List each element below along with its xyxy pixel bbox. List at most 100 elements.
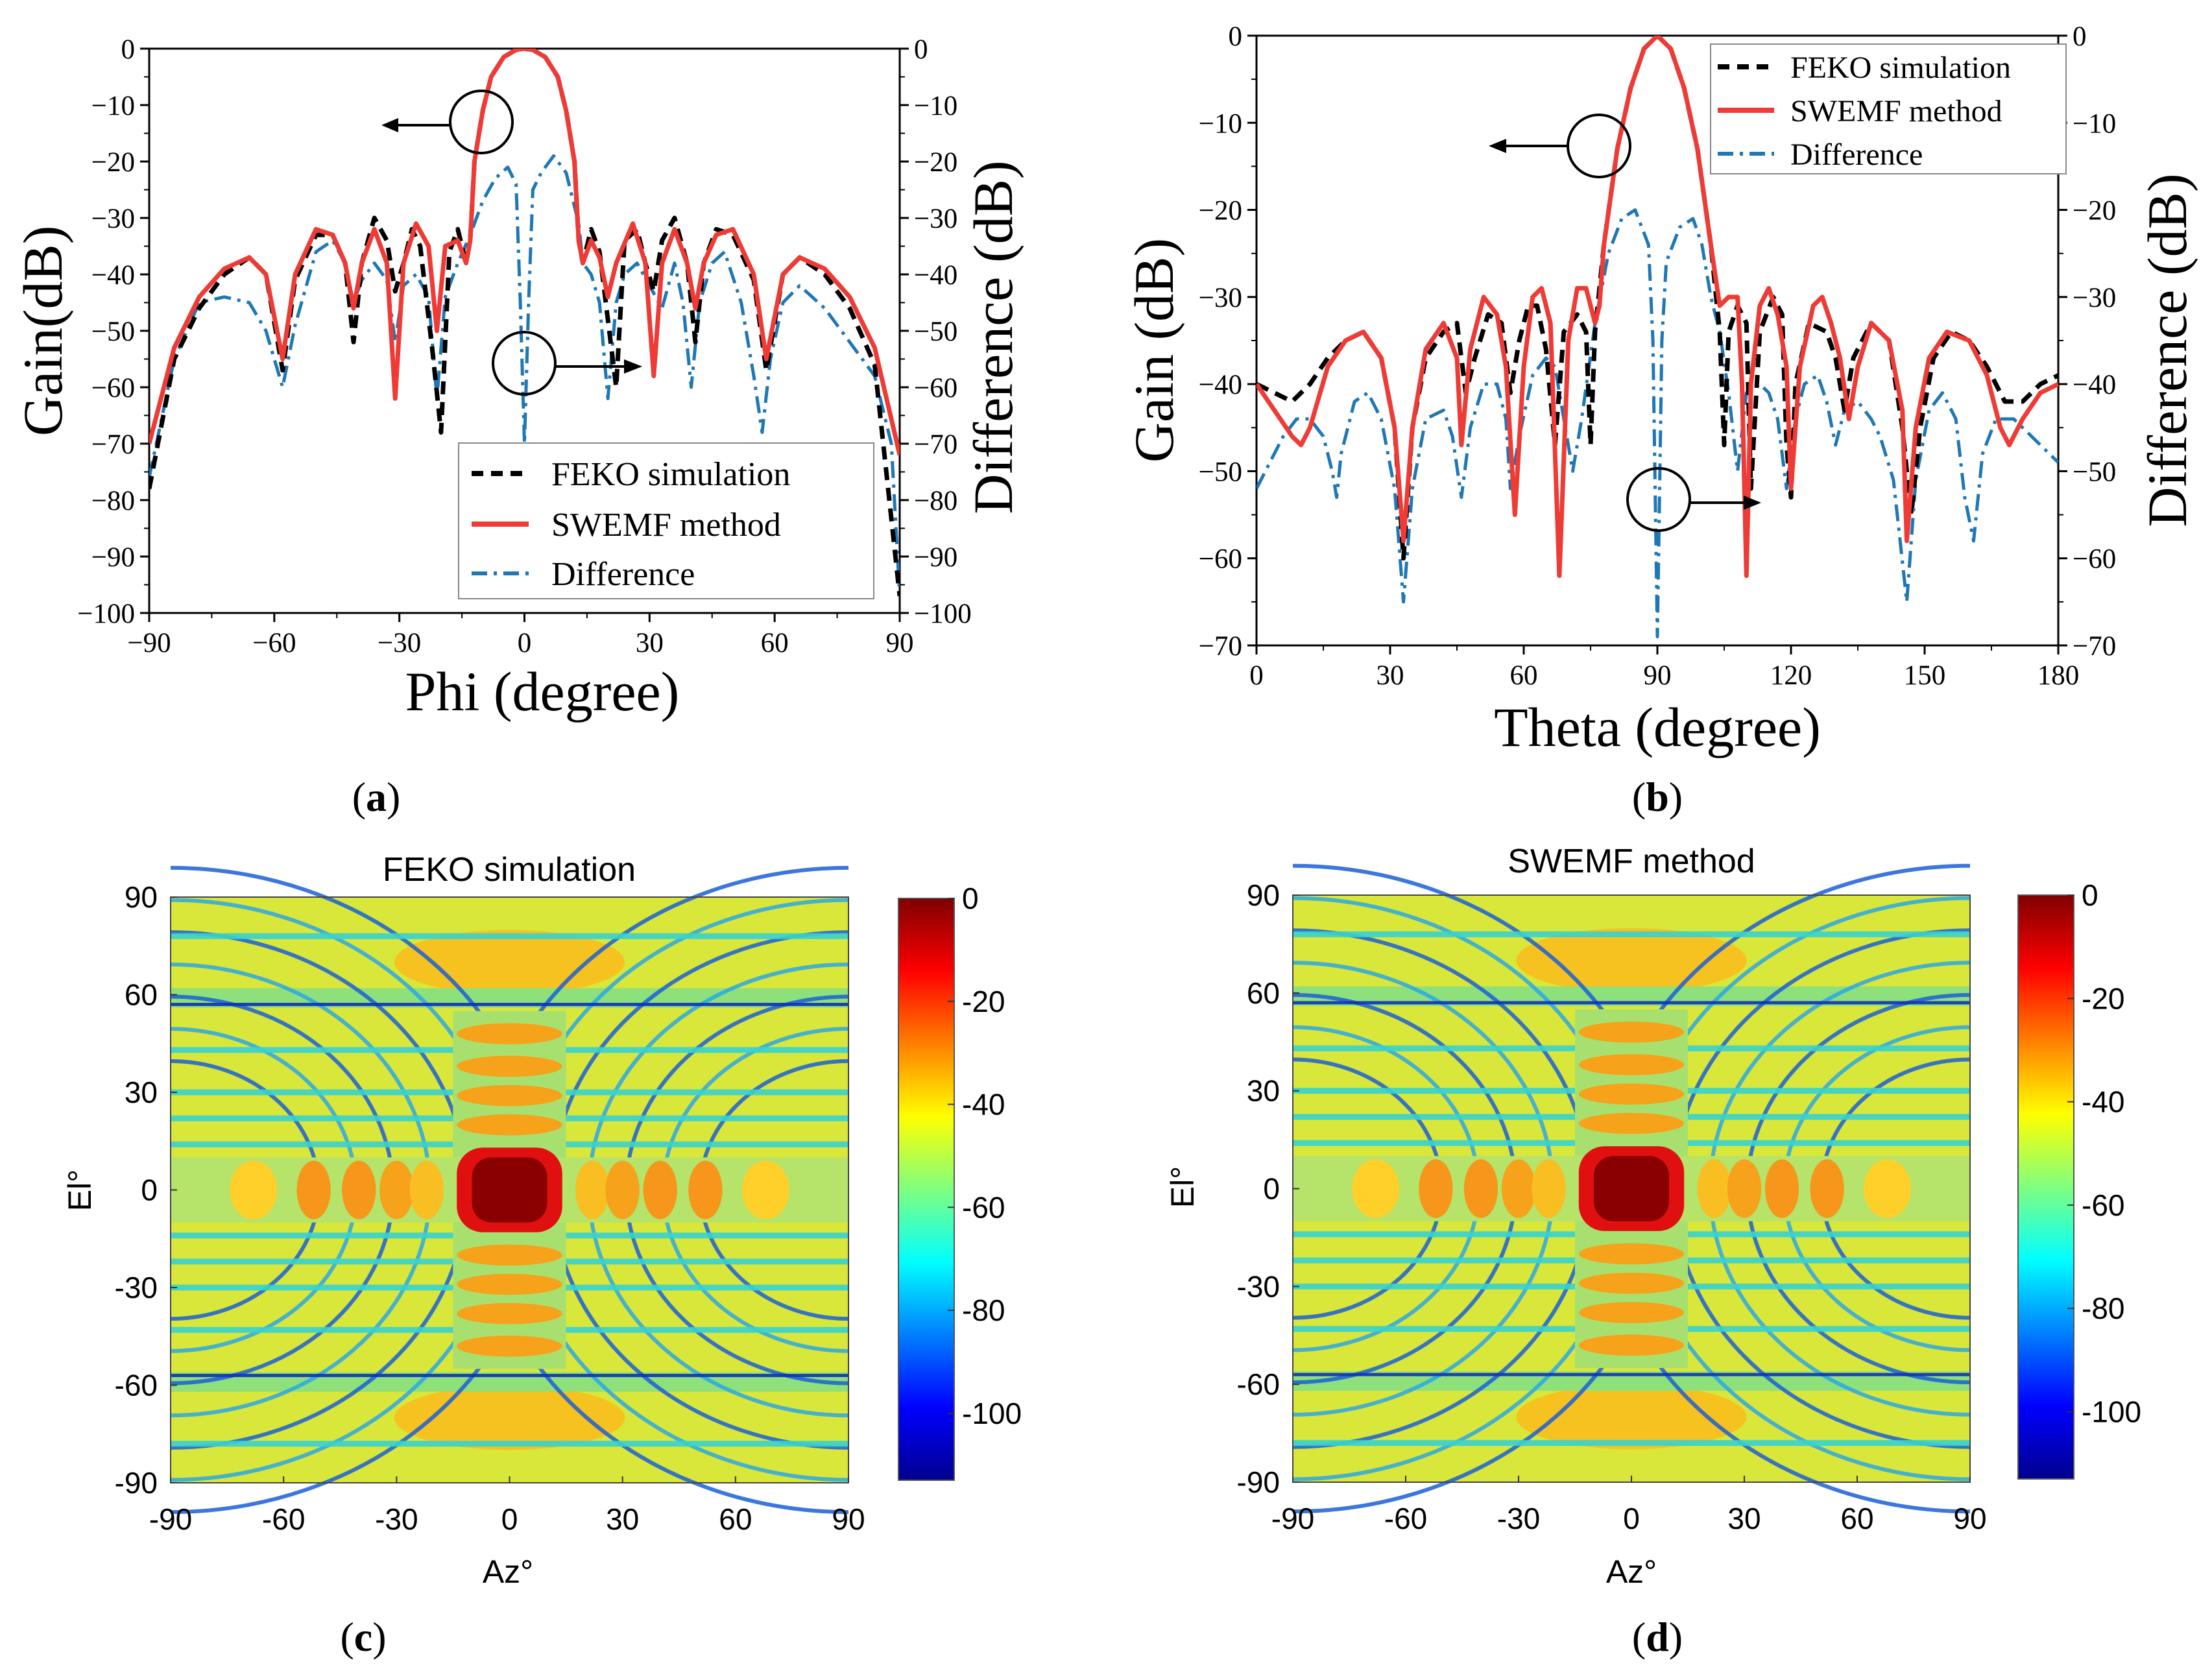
heatmap-lobe — [394, 930, 625, 994]
x-tick-label: 0 — [1623, 1502, 1640, 1535]
row-sidelobe — [605, 1160, 640, 1219]
annotation-circle — [492, 331, 557, 396]
colorbar-ticks: 0 -20 -40 -60 -80 -100 — [948, 882, 1022, 1430]
row-sidelobe — [409, 1160, 444, 1219]
panel-label-d: (d) — [1632, 1614, 1683, 1660]
y-tick-label: −80 — [91, 486, 135, 516]
heatmap-title: SWEMF method — [1508, 843, 1755, 880]
annotation-circle — [1567, 114, 1631, 178]
central-sidelobe — [457, 1085, 562, 1107]
y2-tick-label: 0 — [2073, 21, 2087, 52]
central-sidelobe — [1578, 1334, 1685, 1356]
colorbar-tick-label: -80 — [2082, 1291, 2124, 1325]
y2-tick-label: −30 — [914, 204, 957, 234]
x-tick-label: 90 — [1953, 1502, 1986, 1535]
x-tick-label: -60 — [262, 1502, 305, 1536]
y2-tick-label: −70 — [2073, 631, 2116, 662]
x-tick-label: −60 — [252, 628, 296, 658]
x-tick-label: 90 — [832, 1502, 865, 1536]
colorbar-tick-label: -60 — [962, 1190, 1005, 1224]
row-sidelobe — [1810, 1159, 1844, 1218]
central-sidelobe — [1578, 1112, 1685, 1134]
y-axis-title: Gain(dB) — [12, 226, 74, 437]
y-tick-label: 60 — [125, 978, 158, 1012]
y-tick-label: 90 — [125, 880, 158, 914]
x-tick-label: −30 — [378, 628, 421, 658]
y-tick-label: -90 — [115, 1466, 158, 1500]
y-tick-label: 0 — [1263, 1172, 1280, 1206]
y2-tick-label: −80 — [914, 486, 957, 516]
row-sidelobe — [1352, 1159, 1400, 1218]
central-sidelobe — [1578, 1302, 1685, 1323]
row-sidelobe — [1697, 1159, 1731, 1218]
heatmap-lobe — [394, 1386, 625, 1450]
row-sidelobe — [688, 1160, 723, 1219]
y2-tick-label: −60 — [2073, 544, 2116, 575]
central-sidelobe — [457, 1114, 562, 1136]
x-tick-label: −90 — [127, 628, 171, 658]
x-tick-label: 30 — [1376, 660, 1404, 691]
x-axis-title: Az° — [1606, 1554, 1657, 1590]
x-tick-label: 0 — [501, 1502, 518, 1536]
chart-a: −90 −60 −30 0 30 60 90 0 0 −10 −10 −20 −20 −30 −30 −40 −… — [12, 34, 1024, 820]
heatmap-lobe — [1516, 1384, 1747, 1450]
y2-tick-label: −30 — [2073, 283, 2116, 313]
central-sidelobe — [1578, 1243, 1685, 1265]
annotation-left-axis-marker — [381, 90, 514, 154]
main-lobe-core — [1594, 1156, 1669, 1221]
arrow-left-icon — [1489, 139, 1506, 153]
y-tick-label: 30 — [1247, 1074, 1280, 1108]
central-sidelobe — [457, 1273, 562, 1295]
y2-tick-label: −70 — [914, 429, 957, 460]
legend-label-difference: Difference — [551, 556, 695, 593]
central-sidelobe — [457, 1055, 562, 1077]
row-sidelobe — [1501, 1159, 1536, 1218]
x-axis-title: Theta (degree) — [1494, 696, 1821, 758]
colorbar — [2017, 894, 2074, 1480]
y-tick-label: -60 — [115, 1369, 158, 1402]
x-tick-label: 180 — [2038, 660, 2080, 691]
y-tick-label: 90 — [1247, 878, 1280, 912]
x-tick-label: 60 — [1510, 660, 1538, 691]
series-line-difference — [1256, 208, 2058, 639]
y-tick-label: 0 — [141, 1173, 158, 1207]
legend: FEKO simulation SWEMF method Difference — [1710, 43, 2067, 174]
colorbar-tick-label: 0 — [2082, 878, 2098, 912]
legend-label-swemf: SWEMF method — [551, 507, 781, 544]
x-tick-label: -90 — [1271, 1502, 1314, 1535]
panel-label-a: (a) — [352, 774, 401, 820]
series-lines — [1256, 36, 2058, 639]
heatmap-title: FEKO simulation — [383, 851, 636, 889]
y-tick-label: −60 — [1199, 544, 1242, 575]
x-tick-label: 90 — [886, 628, 914, 658]
y-tick-label: −20 — [1199, 196, 1242, 226]
y2-tick-label: −50 — [914, 317, 957, 347]
row-sidelobe — [296, 1160, 331, 1219]
y-tick-label: -30 — [115, 1271, 158, 1304]
central-sidelobe — [457, 1302, 562, 1325]
colorbar-tick-label: -80 — [962, 1293, 1005, 1327]
x-tick-label: 60 — [761, 628, 789, 658]
y-tick-label: -90 — [1237, 1465, 1280, 1499]
arrow-left-icon — [381, 118, 398, 132]
colorbar — [898, 898, 955, 1481]
x-tick-label: 90 — [1644, 660, 1672, 691]
y-tick-label: −30 — [91, 204, 135, 234]
series-line-swemf-method — [149, 49, 900, 456]
y2-tick-label: −50 — [2073, 457, 2116, 487]
colorbar-tick-label: -100 — [2082, 1395, 2141, 1428]
row-sidelobe — [230, 1160, 278, 1219]
y-tick-label: 60 — [1247, 976, 1280, 1010]
x-tick-label: 60 — [1840, 1502, 1873, 1535]
central-sidelobe — [1578, 1273, 1685, 1294]
arrow-right-icon — [624, 359, 642, 374]
y-axis-title: El° — [62, 1170, 98, 1211]
central-sidelobe — [457, 1336, 562, 1357]
axes: −90 −60 −30 0 30 60 90 0 0 −10 −10 −20 −20 −30 −30 −40 −… — [77, 34, 972, 658]
y-tick-label: 30 — [125, 1075, 158, 1109]
x-tick-label: 30 — [606, 1502, 639, 1536]
row-sidelobe — [1863, 1159, 1911, 1218]
y-tick-label: −70 — [1199, 631, 1242, 662]
y2-tick-label: −10 — [914, 91, 957, 121]
